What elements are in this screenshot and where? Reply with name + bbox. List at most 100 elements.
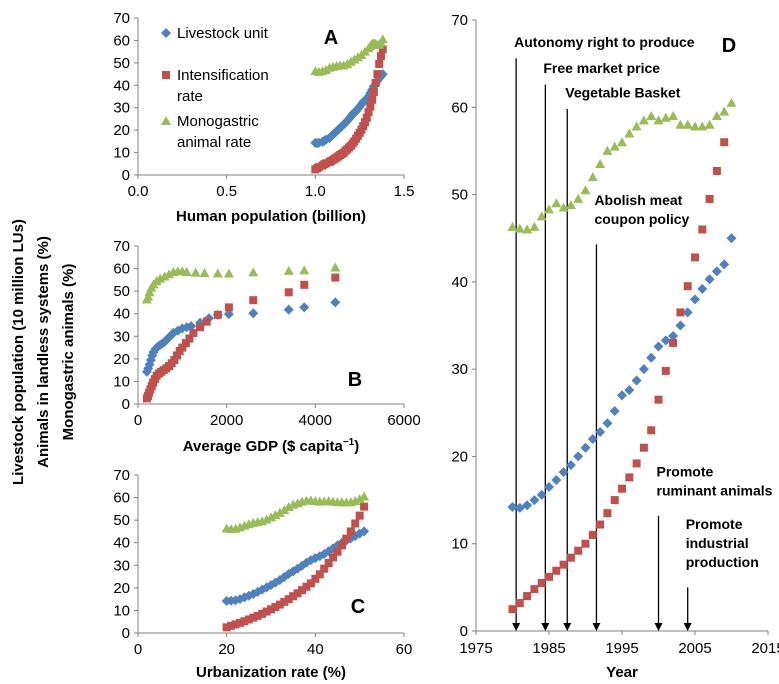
data-point (283, 304, 294, 315)
x-tick-label: 0.0 (128, 183, 149, 200)
x-axis-title: Year (606, 664, 638, 681)
annotation-label: Free market price (543, 60, 660, 76)
series-intensification (222, 502, 369, 632)
data-point (360, 118, 369, 127)
data-point (355, 511, 364, 520)
data-point (315, 570, 324, 579)
data-point (507, 502, 518, 513)
data-point (530, 585, 539, 594)
data-point (682, 119, 693, 129)
data-point (522, 500, 533, 511)
data-point (603, 509, 612, 518)
x-axis-title-text: Urbanization rate (%) (196, 664, 346, 681)
data-point (190, 267, 201, 277)
y-tick-label: 60 (113, 261, 130, 278)
data-point (558, 467, 569, 478)
data-point (565, 200, 576, 210)
data-point (647, 426, 656, 435)
x-axis-title: Urbanization rate (%) (196, 664, 346, 681)
y-tick-label: 50 (113, 55, 130, 72)
data-point (362, 113, 371, 122)
data-point (376, 52, 385, 61)
data-point (244, 615, 253, 624)
data-point (170, 355, 179, 364)
data-point (342, 534, 351, 543)
data-point (284, 595, 293, 604)
data-point (646, 352, 657, 363)
data-point (186, 321, 197, 332)
data-point (523, 592, 532, 601)
annotation-label: Abolish meat (594, 192, 682, 208)
data-point (514, 223, 525, 233)
data-point (660, 335, 671, 346)
annotation-arrowhead (512, 623, 521, 631)
x-axis-title-text: Average GDP ($ capita (183, 438, 344, 455)
data-point (181, 339, 190, 348)
data-point (638, 364, 649, 375)
data-point (378, 45, 387, 54)
data-point (271, 603, 280, 612)
y-tick-label: 10 (451, 536, 468, 553)
data-point (262, 607, 271, 616)
chart-panel-a: 0 10 20 30 40 50 60 70 0.0 0.5 1.0 1.5 Human populat… (113, 10, 414, 225)
x-axis-title-tail: ) (354, 438, 359, 455)
data-point (544, 481, 554, 492)
data-point (698, 225, 707, 234)
data-point (602, 145, 613, 155)
data-point (638, 115, 649, 125)
data-point (329, 553, 338, 562)
data-point (631, 375, 642, 386)
data-point (377, 34, 388, 44)
x-axis-title: Average GDP ($ capita−1) (183, 437, 359, 455)
x-tick-label: 0 (134, 641, 142, 658)
data-point (632, 459, 641, 468)
data-point (653, 341, 664, 352)
panel-label: D (722, 35, 736, 57)
data-point (302, 582, 311, 591)
data-point (364, 108, 373, 117)
data-point (359, 526, 370, 537)
data-point (306, 579, 315, 588)
data-point (566, 553, 575, 562)
series-monogastric (310, 34, 388, 76)
data-point (558, 202, 569, 212)
data-point (173, 351, 182, 360)
data-point (522, 224, 533, 234)
data-point (551, 474, 562, 485)
y-tick-label: 0 (460, 623, 468, 640)
data-point (270, 510, 281, 520)
x-tick-label: 0.5 (216, 183, 237, 200)
data-point (279, 504, 290, 514)
data-point (587, 172, 598, 182)
data-point (682, 307, 693, 318)
data-point (224, 303, 233, 312)
data-point (711, 266, 722, 277)
data-point (311, 574, 320, 583)
data-point (617, 390, 627, 401)
data-point (283, 502, 294, 512)
data-point (537, 578, 546, 587)
data-point (360, 502, 369, 511)
y-tick-label: 50 (451, 187, 468, 204)
data-point (683, 282, 692, 291)
data-point (617, 137, 627, 147)
annotation-label: coupon policy (594, 211, 689, 227)
x-tick-label: 40 (307, 641, 324, 658)
data-point (661, 366, 670, 375)
data-point (631, 121, 642, 131)
y-tick-label: 60 (113, 32, 130, 49)
data-point (284, 288, 293, 297)
annotation-label: Promote (686, 516, 743, 532)
series-monogastric (141, 262, 341, 304)
data-point (371, 79, 380, 88)
x-tick-label: 1985 (532, 640, 565, 657)
y-tick-label: 50 (113, 283, 130, 300)
data-point (240, 617, 249, 626)
x-tick-label: 20 (218, 641, 235, 658)
data-point (299, 265, 310, 275)
shared-y-axis-title: Livestock population (10 million LUs) Ani… (10, 219, 77, 485)
y-tick-label: 40 (113, 535, 130, 552)
data-point (331, 273, 340, 282)
y-tick-label: 70 (113, 467, 130, 484)
data-point (508, 605, 517, 614)
